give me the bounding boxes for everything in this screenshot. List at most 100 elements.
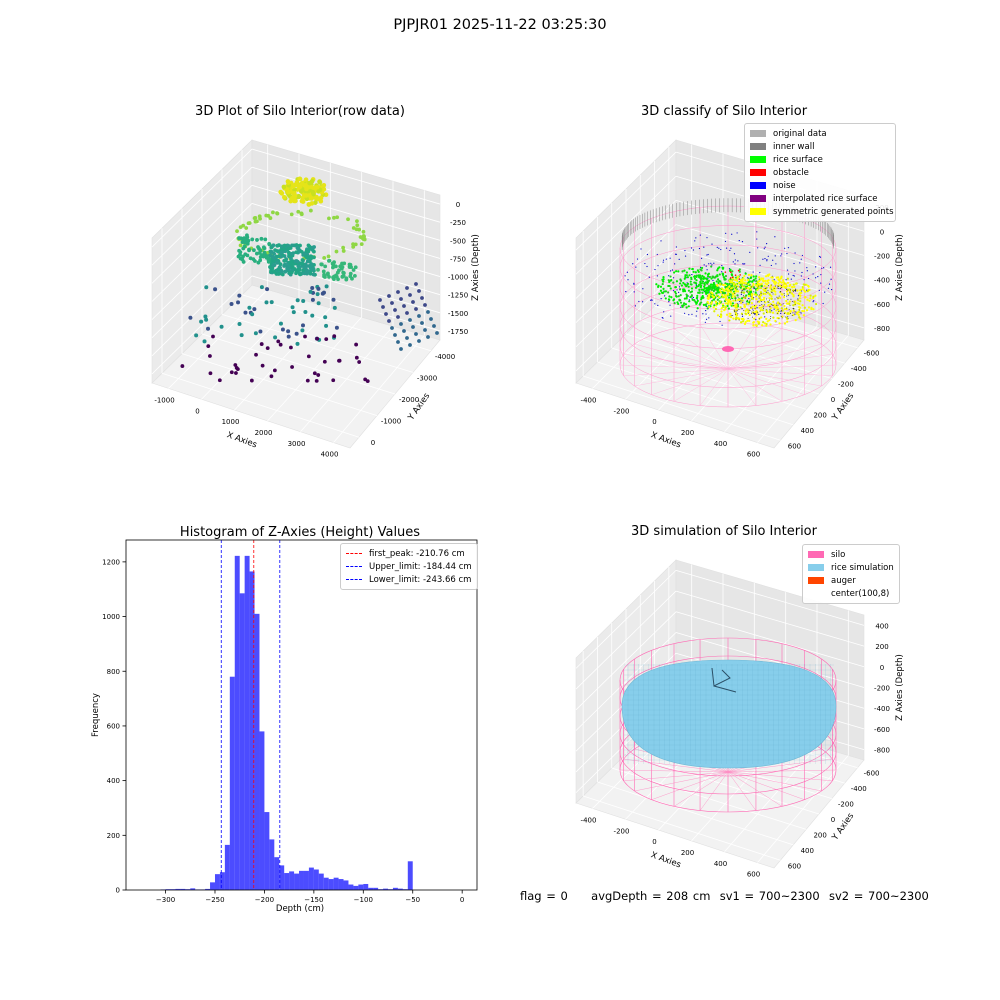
- plot2-symmetric-point: [779, 296, 782, 299]
- plot2-symmetric-point: [759, 309, 763, 312]
- plot2-symmetric-point: [759, 291, 763, 294]
- plot2-noise-point: [688, 299, 690, 301]
- plot2-symmetric-point: [731, 286, 734, 289]
- plot1-point: [311, 191, 316, 197]
- plot1-point: [384, 312, 388, 316]
- plot2-rice-point: [698, 276, 701, 279]
- plot2-obstacle-point: [731, 276, 734, 279]
- plot2-legend-label: symmetric generated points: [773, 206, 894, 217]
- plot2-symmetric-point: [762, 312, 765, 315]
- plot2-interpolated-point: [735, 319, 737, 321]
- plot2-noise-point: [696, 310, 698, 312]
- plot2-noise-point: [704, 321, 706, 323]
- plot1-point: [306, 354, 311, 359]
- plot2-noise-point: [660, 298, 662, 300]
- histogram-bar: [303, 870, 309, 890]
- plot2-symmetric-point: [776, 302, 779, 305]
- plot2-noise-point: [821, 267, 823, 269]
- plot2-noise-point: [812, 301, 814, 303]
- plot2-rice-point: [700, 298, 703, 301]
- plot2-interpolated-point: [735, 313, 737, 315]
- plot2-wire-spoke: [727, 368, 783, 402]
- plot1-point: [268, 216, 273, 220]
- plot2-rice-point: [687, 289, 690, 292]
- plot2-noise-point: [759, 264, 761, 266]
- plot2-symmetric-point: [784, 283, 788, 286]
- plot2-noise-point: [824, 291, 826, 293]
- histogram-bar: [388, 889, 393, 890]
- plot1-point: [390, 326, 394, 330]
- plot2-obstacle-point: [738, 278, 741, 280]
- plot2-rice-point: [664, 290, 668, 293]
- plot1-zgrid: [151, 221, 253, 320]
- plot2-symmetric-point: [715, 304, 718, 307]
- plot2-symmetric-point: [735, 283, 738, 286]
- plot1-ztick-label: -500: [450, 237, 466, 245]
- plot2-noise-point: [719, 320, 721, 323]
- plot2-rice-point: [674, 290, 677, 293]
- plot2-rice-point: [693, 275, 696, 278]
- plot2-noise-point: [705, 318, 708, 320]
- histogram-ylabel: Frequency: [91, 693, 101, 737]
- plot1-point: [245, 253, 250, 258]
- plot2-noise-point: [820, 274, 822, 276]
- plot2-symmetric-point: [744, 279, 747, 282]
- plot2-interpolated-point: [787, 318, 789, 320]
- plot2-legend: original data inner wall rice surface obsta…: [744, 123, 896, 222]
- plot2-symmetric-point: [780, 307, 784, 310]
- plot4-zgrid: [675, 569, 865, 626]
- plot2-interpolated-point: [740, 292, 742, 294]
- plot2-symmetric-point: [749, 288, 752, 291]
- plot2-interpolated-point: [789, 305, 791, 307]
- plot2-symmetric-point: [761, 324, 764, 327]
- plot2-interpolated-point: [730, 314, 732, 316]
- plot2-interpolated-point: [758, 285, 760, 287]
- plot2-interpolated-point: [763, 301, 765, 303]
- plot2-noise-point: [818, 289, 820, 292]
- plot2-interpolated-point: [788, 309, 790, 311]
- plot2-interpolated-point: [753, 288, 755, 290]
- plot1-point: [255, 219, 259, 224]
- plot2-noise-point: [660, 240, 662, 242]
- plot2-rice-point: [752, 275, 755, 278]
- plot2-noise-point: [822, 302, 824, 305]
- plot2-symmetric-point: [788, 300, 791, 303]
- plot2-ygrid: [597, 361, 794, 426]
- plot2-interpolated-point: [792, 312, 794, 314]
- plot2-interpolated-point: [772, 305, 774, 307]
- plot2-symmetric-point: [757, 322, 760, 325]
- histogram-bar: [348, 884, 354, 890]
- plot2-interpolated-point: [781, 286, 783, 288]
- plot2-interpolated-point: [792, 290, 794, 292]
- plot2-symmetric-point: [779, 303, 782, 307]
- plot1-ztick-label: -1250: [448, 292, 468, 300]
- histogram-ytick-label: 0: [116, 887, 120, 895]
- plot2-symmetric-point: [789, 310, 792, 313]
- plot2-noise-point: [756, 238, 758, 240]
- plot1-point: [396, 315, 400, 319]
- plot2-interpolated-point: [734, 311, 736, 313]
- plot2-zgrid: [575, 248, 677, 348]
- plot2-noise-point: [624, 275, 626, 277]
- plot2-symmetric-point: [762, 304, 765, 307]
- plot1-zgrid: [151, 257, 253, 357]
- plot2-rice-point: [699, 302, 702, 305]
- histogram-xtick-label: −200: [255, 896, 274, 904]
- plot2-symmetric-point: [719, 291, 723, 294]
- plot2-noise-point: [656, 253, 658, 256]
- plot2-symmetric-point: [763, 284, 766, 288]
- plot2-symmetric-point: [748, 313, 751, 317]
- plot2-symmetric-point: [786, 288, 790, 291]
- plot2-noise-point: [657, 265, 659, 267]
- plot2-noise-point: [720, 248, 722, 251]
- plot2-noise-point: [642, 301, 644, 303]
- plot2-noise-point: [699, 234, 701, 236]
- plot2-rice-point: [716, 275, 719, 278]
- plot2-noise-point: [781, 253, 783, 255]
- plot2-rice-point: [662, 287, 665, 290]
- plot1-point: [334, 273, 338, 278]
- plot2-wire-spoke: [727, 328, 783, 370]
- plot2-symmetric-point: [759, 278, 762, 281]
- plot1-ytick-label: 0: [371, 439, 375, 447]
- plot1-point: [402, 329, 406, 333]
